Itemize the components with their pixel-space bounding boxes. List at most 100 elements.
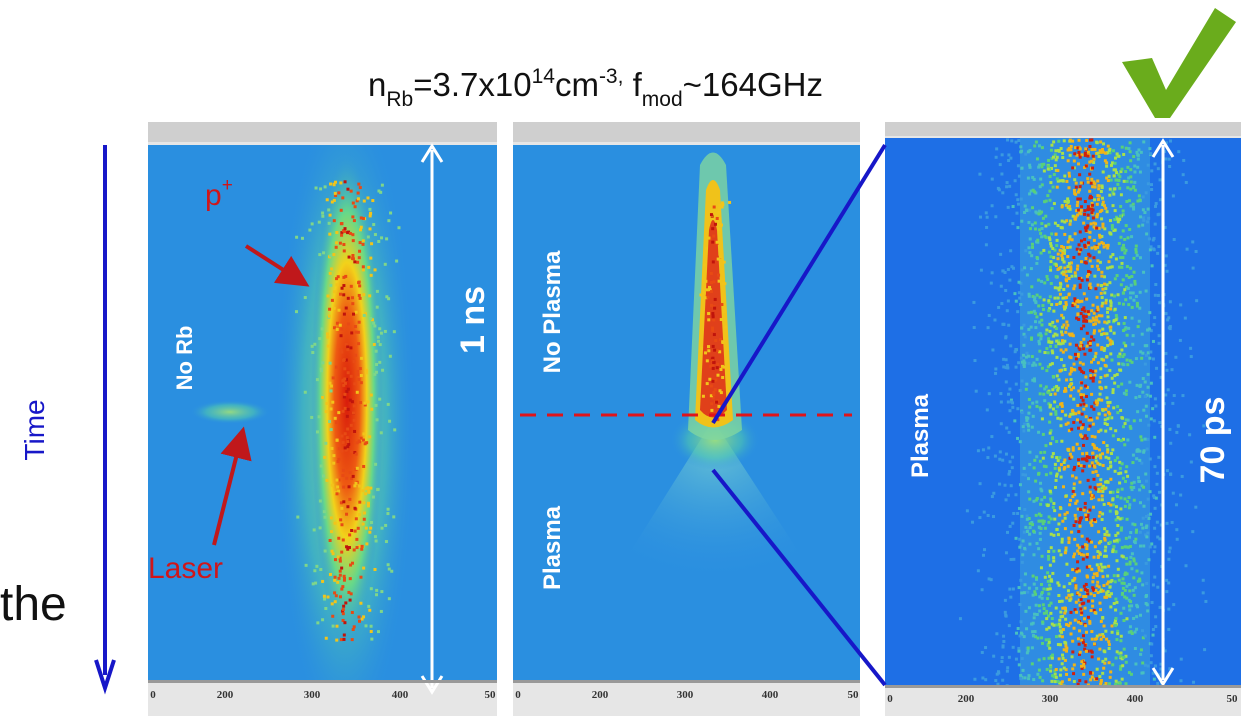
speckle (1104, 408, 1107, 411)
speckle (1037, 279, 1040, 282)
speckle (1054, 149, 1057, 152)
speckle (1090, 309, 1093, 312)
speckle (330, 267, 333, 270)
speckle (1132, 557, 1135, 560)
speckle (1069, 148, 1072, 151)
speckle (1109, 605, 1112, 608)
speckle (1073, 577, 1076, 580)
speckle (1113, 574, 1116, 577)
speckle (1022, 669, 1025, 672)
speckle (387, 563, 390, 566)
speckle (1117, 355, 1120, 358)
speckle (1037, 520, 1040, 523)
speckle (374, 535, 377, 538)
speckle (1058, 514, 1061, 517)
speckle (1055, 440, 1058, 443)
speckle (1088, 565, 1091, 568)
speckle (372, 223, 375, 226)
speckle (331, 615, 334, 618)
speckle (714, 298, 717, 301)
speckle (328, 382, 331, 385)
speckle (1092, 478, 1095, 481)
speckle (350, 529, 353, 532)
speckle (1033, 178, 1036, 181)
speckle (323, 598, 326, 601)
speckle (1049, 266, 1052, 269)
speckle (1022, 359, 1025, 362)
speckle (336, 485, 339, 488)
speckle (364, 624, 367, 627)
speckle (1074, 218, 1077, 221)
speckle (1195, 250, 1198, 253)
speckle (1127, 236, 1130, 239)
speckle (1112, 388, 1115, 391)
speckle (1030, 336, 1033, 339)
speckle (1129, 188, 1132, 191)
speckle (1147, 386, 1150, 389)
speckle (1078, 367, 1081, 370)
speckle (1129, 625, 1132, 628)
speckle (1073, 663, 1076, 666)
speckle (314, 582, 317, 585)
speckle (349, 346, 352, 349)
speckle (1092, 588, 1095, 591)
speckle (1106, 575, 1109, 578)
speckle (1035, 262, 1038, 265)
speckle (1065, 563, 1068, 566)
speckle (335, 246, 338, 249)
speckle (349, 471, 352, 474)
speckle (1153, 316, 1156, 319)
speckle (1029, 227, 1032, 230)
speckle (1135, 531, 1138, 534)
speckle (1020, 620, 1023, 623)
speckle (1132, 334, 1135, 337)
speckle (1072, 468, 1075, 471)
speckle (342, 608, 345, 611)
speckle (1093, 572, 1096, 575)
speckle (1124, 298, 1127, 301)
speckle (333, 579, 336, 582)
speckle (1079, 607, 1082, 610)
proton-symbol: p (205, 179, 222, 212)
speckle (1050, 232, 1053, 235)
speckle (321, 361, 324, 364)
speckle (716, 241, 719, 244)
speckle (1152, 634, 1155, 637)
speckle (385, 295, 388, 298)
x-tick-label: 400 (762, 689, 779, 701)
speckle (1061, 152, 1064, 155)
speckle (1153, 323, 1156, 326)
speckle (1116, 217, 1119, 220)
speckle (1121, 582, 1124, 585)
speckle (1097, 284, 1100, 287)
speckle (981, 588, 984, 591)
speckle (1055, 356, 1058, 359)
speckle (1008, 409, 1011, 412)
speckle (359, 576, 362, 579)
speckle (1009, 344, 1012, 347)
speckle (1087, 479, 1090, 482)
speckle (1065, 348, 1068, 351)
speckle (1060, 226, 1063, 229)
speckle (721, 340, 724, 343)
speckle (1138, 459, 1141, 462)
speckle (1080, 553, 1083, 556)
speckle (1062, 180, 1065, 183)
speckle (1174, 356, 1177, 359)
speckle (1053, 400, 1056, 403)
speckle (1129, 296, 1132, 299)
speckle (343, 313, 346, 316)
check-mark (1122, 8, 1236, 118)
speckle (1068, 262, 1071, 265)
speckle (1091, 651, 1094, 654)
speckle (710, 290, 713, 293)
condition-label: No Rb (172, 326, 197, 391)
speckle (343, 621, 346, 624)
speckle (1085, 257, 1088, 260)
speckle (1149, 395, 1152, 398)
speckle (1006, 309, 1009, 312)
speckle (1008, 588, 1011, 591)
speckle (1070, 370, 1073, 373)
speckle (1080, 611, 1083, 614)
speckle (1085, 139, 1088, 142)
